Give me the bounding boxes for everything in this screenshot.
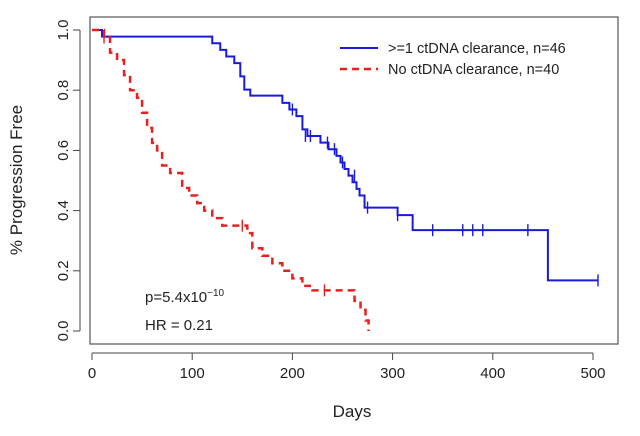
- legend-label-clearance: >=1 ctDNA clearance, n=46: [388, 41, 566, 57]
- y-tick-label: 0.8: [55, 80, 72, 101]
- series-line-no-clearance: [92, 28, 370, 331]
- p-value-base: p=5.4x10: [145, 289, 207, 306]
- p-value-annotation: p=5.4x10−10: [145, 288, 225, 306]
- y-tick-label: 0.0: [55, 321, 72, 342]
- y-tick-label: 0.2: [55, 260, 72, 281]
- x-tick-label: 400: [480, 365, 505, 382]
- series-group: [92, 28, 599, 331]
- x-axis-title: Days: [333, 402, 372, 421]
- p-value-exponent: −10: [207, 288, 224, 299]
- legend: >=1 ctDNA clearance, n=46 No ctDNA clear…: [340, 41, 566, 78]
- x-tick-label: 500: [580, 365, 605, 382]
- y-tick-label: 0.4: [55, 200, 72, 221]
- hr-annotation: HR = 0.21: [145, 317, 213, 334]
- y-tick-label: 0.6: [55, 140, 72, 161]
- x-tick-label: 200: [280, 365, 305, 382]
- y-tick-label: 1.0: [55, 20, 72, 41]
- x-tick-label: 300: [380, 365, 405, 382]
- legend-label-no-clearance: No ctDNA clearance, n=40: [388, 62, 559, 78]
- series-line-clearance: [92, 29, 599, 282]
- y-axis: 0.0 0.2 0.4 0.6 0.8 1.0: [55, 20, 81, 342]
- y-axis-title: % Progression Free: [7, 105, 26, 255]
- x-tick-label: 0: [88, 365, 96, 382]
- x-axis: 0 100 200 300 400 500: [88, 352, 606, 382]
- x-tick-label: 100: [180, 365, 205, 382]
- plot-frame: [89, 16, 619, 345]
